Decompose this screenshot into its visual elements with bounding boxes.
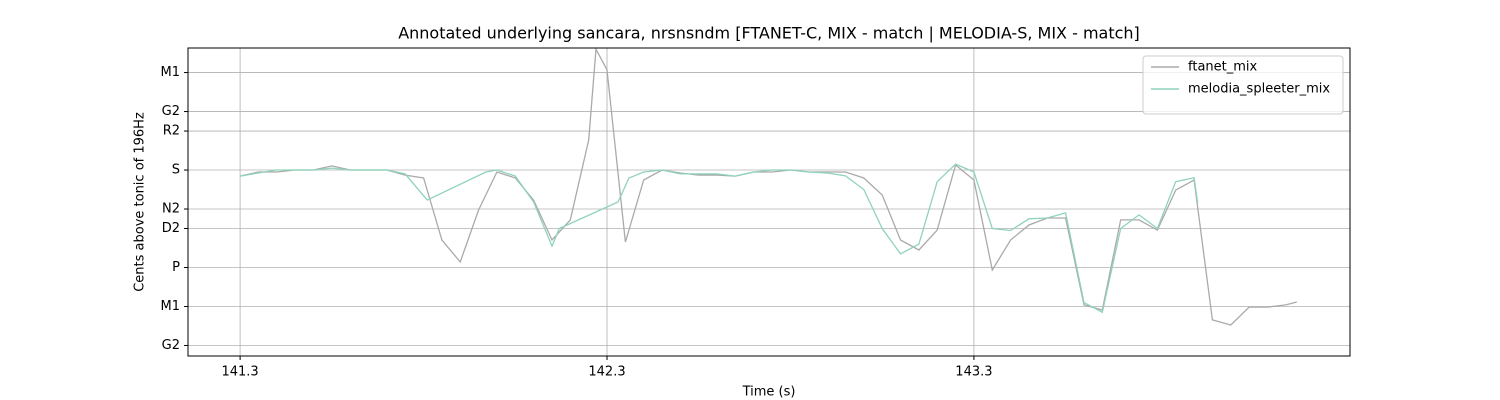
x-axis-label: Time (s) (742, 385, 796, 400)
legend-box (1142, 55, 1344, 115)
y-tick-label: S (172, 163, 180, 178)
x-tick-label: 141.3 (221, 365, 258, 380)
y-tick-label: G2 (162, 104, 180, 119)
chart-title: Annotated underlying sancara, nrsnsndm [… (398, 24, 1140, 43)
y-axis-label: Cents above tonic of 196Hz (133, 112, 148, 292)
x-tick-label: 143.3 (955, 365, 992, 380)
series-line (239, 163, 1199, 314)
y-tick-label: R2 (163, 124, 180, 139)
y-tick-label: G2 (162, 338, 180, 353)
series-line (239, 48, 1297, 326)
plot-area (239, 48, 1297, 326)
legend-label: melodia_spleeter_mix (1188, 82, 1330, 97)
plot-frame (187, 47, 1351, 357)
y-tick-label: N2 (162, 202, 180, 217)
y-tick-label: P (172, 260, 180, 275)
y-tick-label: D2 (162, 221, 180, 236)
x-tick-label: 142.3 (588, 365, 625, 380)
y-tick-label: M1 (161, 299, 181, 314)
y-tick-label: M1 (161, 65, 181, 80)
legend-label: ftanet_mix (1188, 60, 1258, 75)
